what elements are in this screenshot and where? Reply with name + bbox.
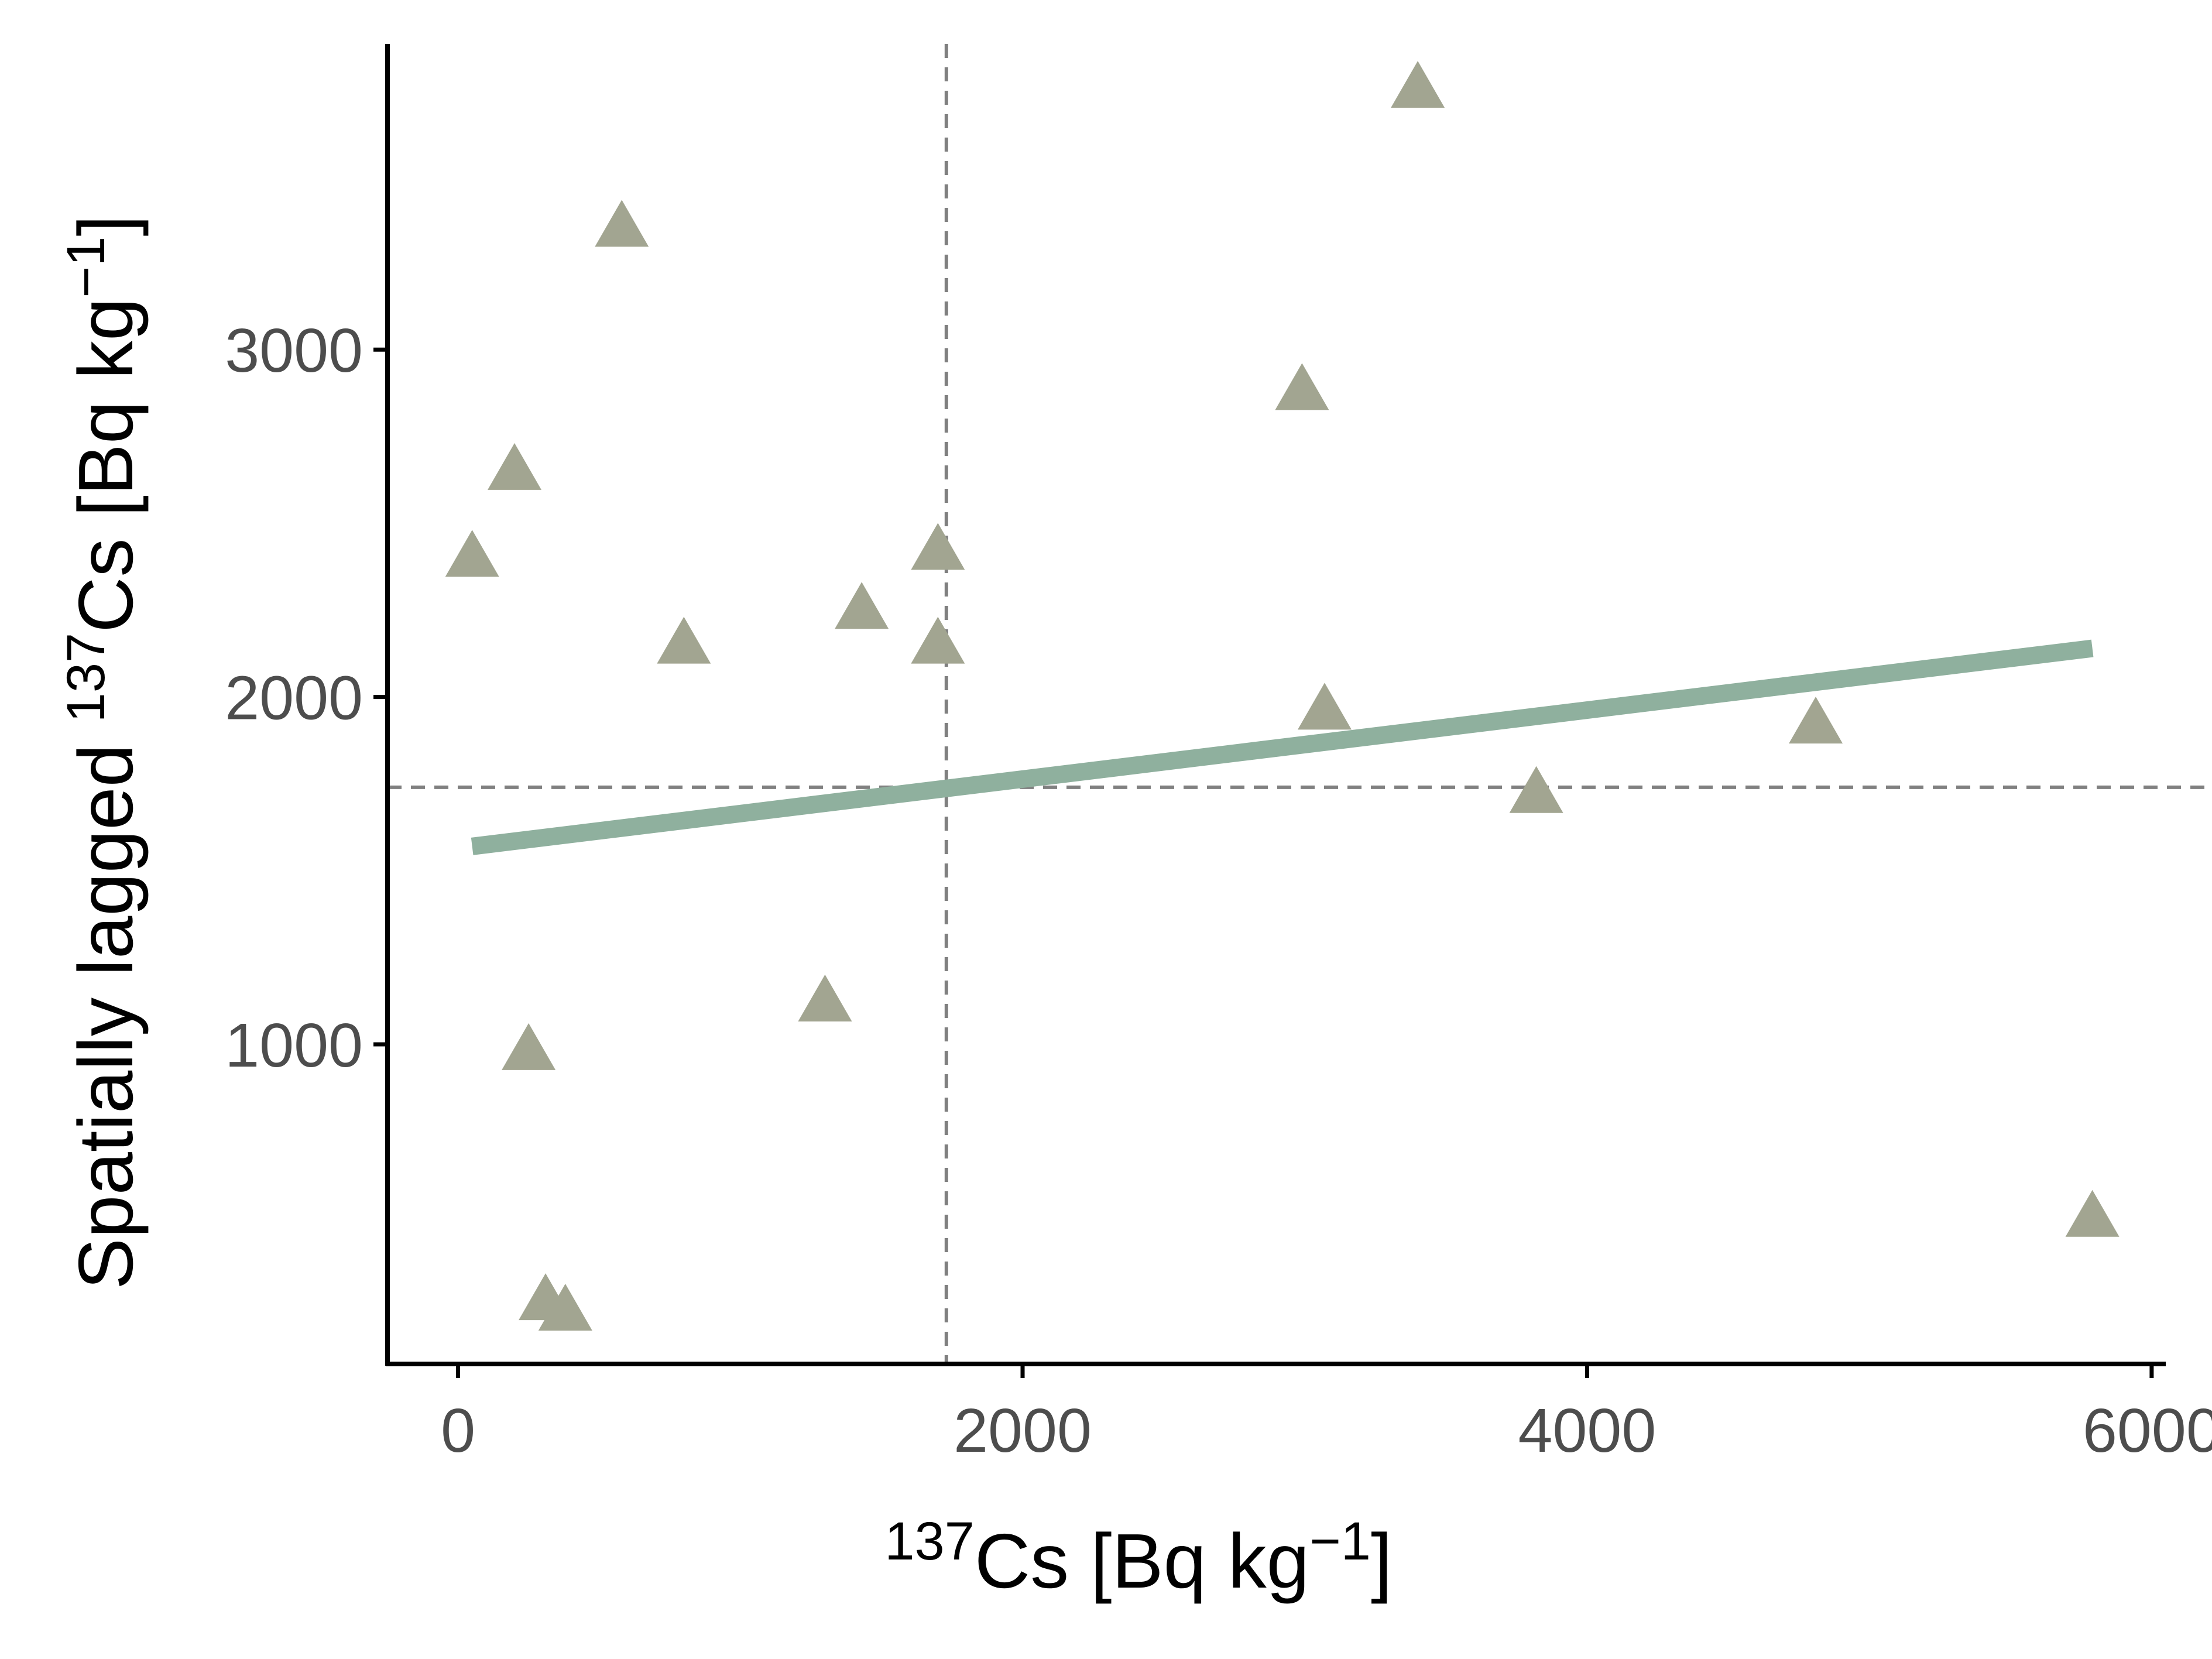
x-tick-label: 2000 [954, 1396, 1092, 1465]
tick-labels: 0 2000 4000 6000 1000 2000 3000 [225, 316, 2212, 1465]
data-point [445, 530, 499, 577]
data-point [538, 1283, 592, 1331]
data-point [1297, 683, 1352, 730]
trend-line [471, 639, 2094, 855]
regression-trend-line-group [471, 639, 2094, 855]
x-axis-title: 137Cs [Bq kg−1] [884, 1511, 1392, 1604]
data-point [911, 523, 965, 570]
data-point [488, 443, 541, 490]
data-point [595, 200, 649, 247]
data-point [1789, 697, 1843, 744]
data-point [1391, 61, 1445, 108]
y-axis-title: Spatially lagged 137Cs [Bq kg−1] [56, 215, 149, 1290]
x-tick-label: 0 [441, 1396, 475, 1465]
mean-reference-lines [387, 44, 2212, 1364]
data-point [798, 974, 852, 1022]
axes [373, 44, 2166, 1378]
data-point [657, 616, 711, 664]
data-point [911, 616, 965, 664]
y-tick-label: 2000 [225, 664, 363, 733]
data-points [445, 61, 2120, 1331]
data-point [502, 1023, 556, 1070]
data-point [1275, 363, 1329, 410]
y-tick-label: 3000 [225, 316, 363, 385]
x-tick-label: 6000 [2083, 1396, 2212, 1465]
data-point [835, 582, 889, 629]
data-point [2065, 1190, 2120, 1237]
x-tick-label: 4000 [1518, 1396, 1657, 1465]
data-point [1509, 766, 1563, 813]
y-tick-label: 1000 [225, 1011, 363, 1080]
